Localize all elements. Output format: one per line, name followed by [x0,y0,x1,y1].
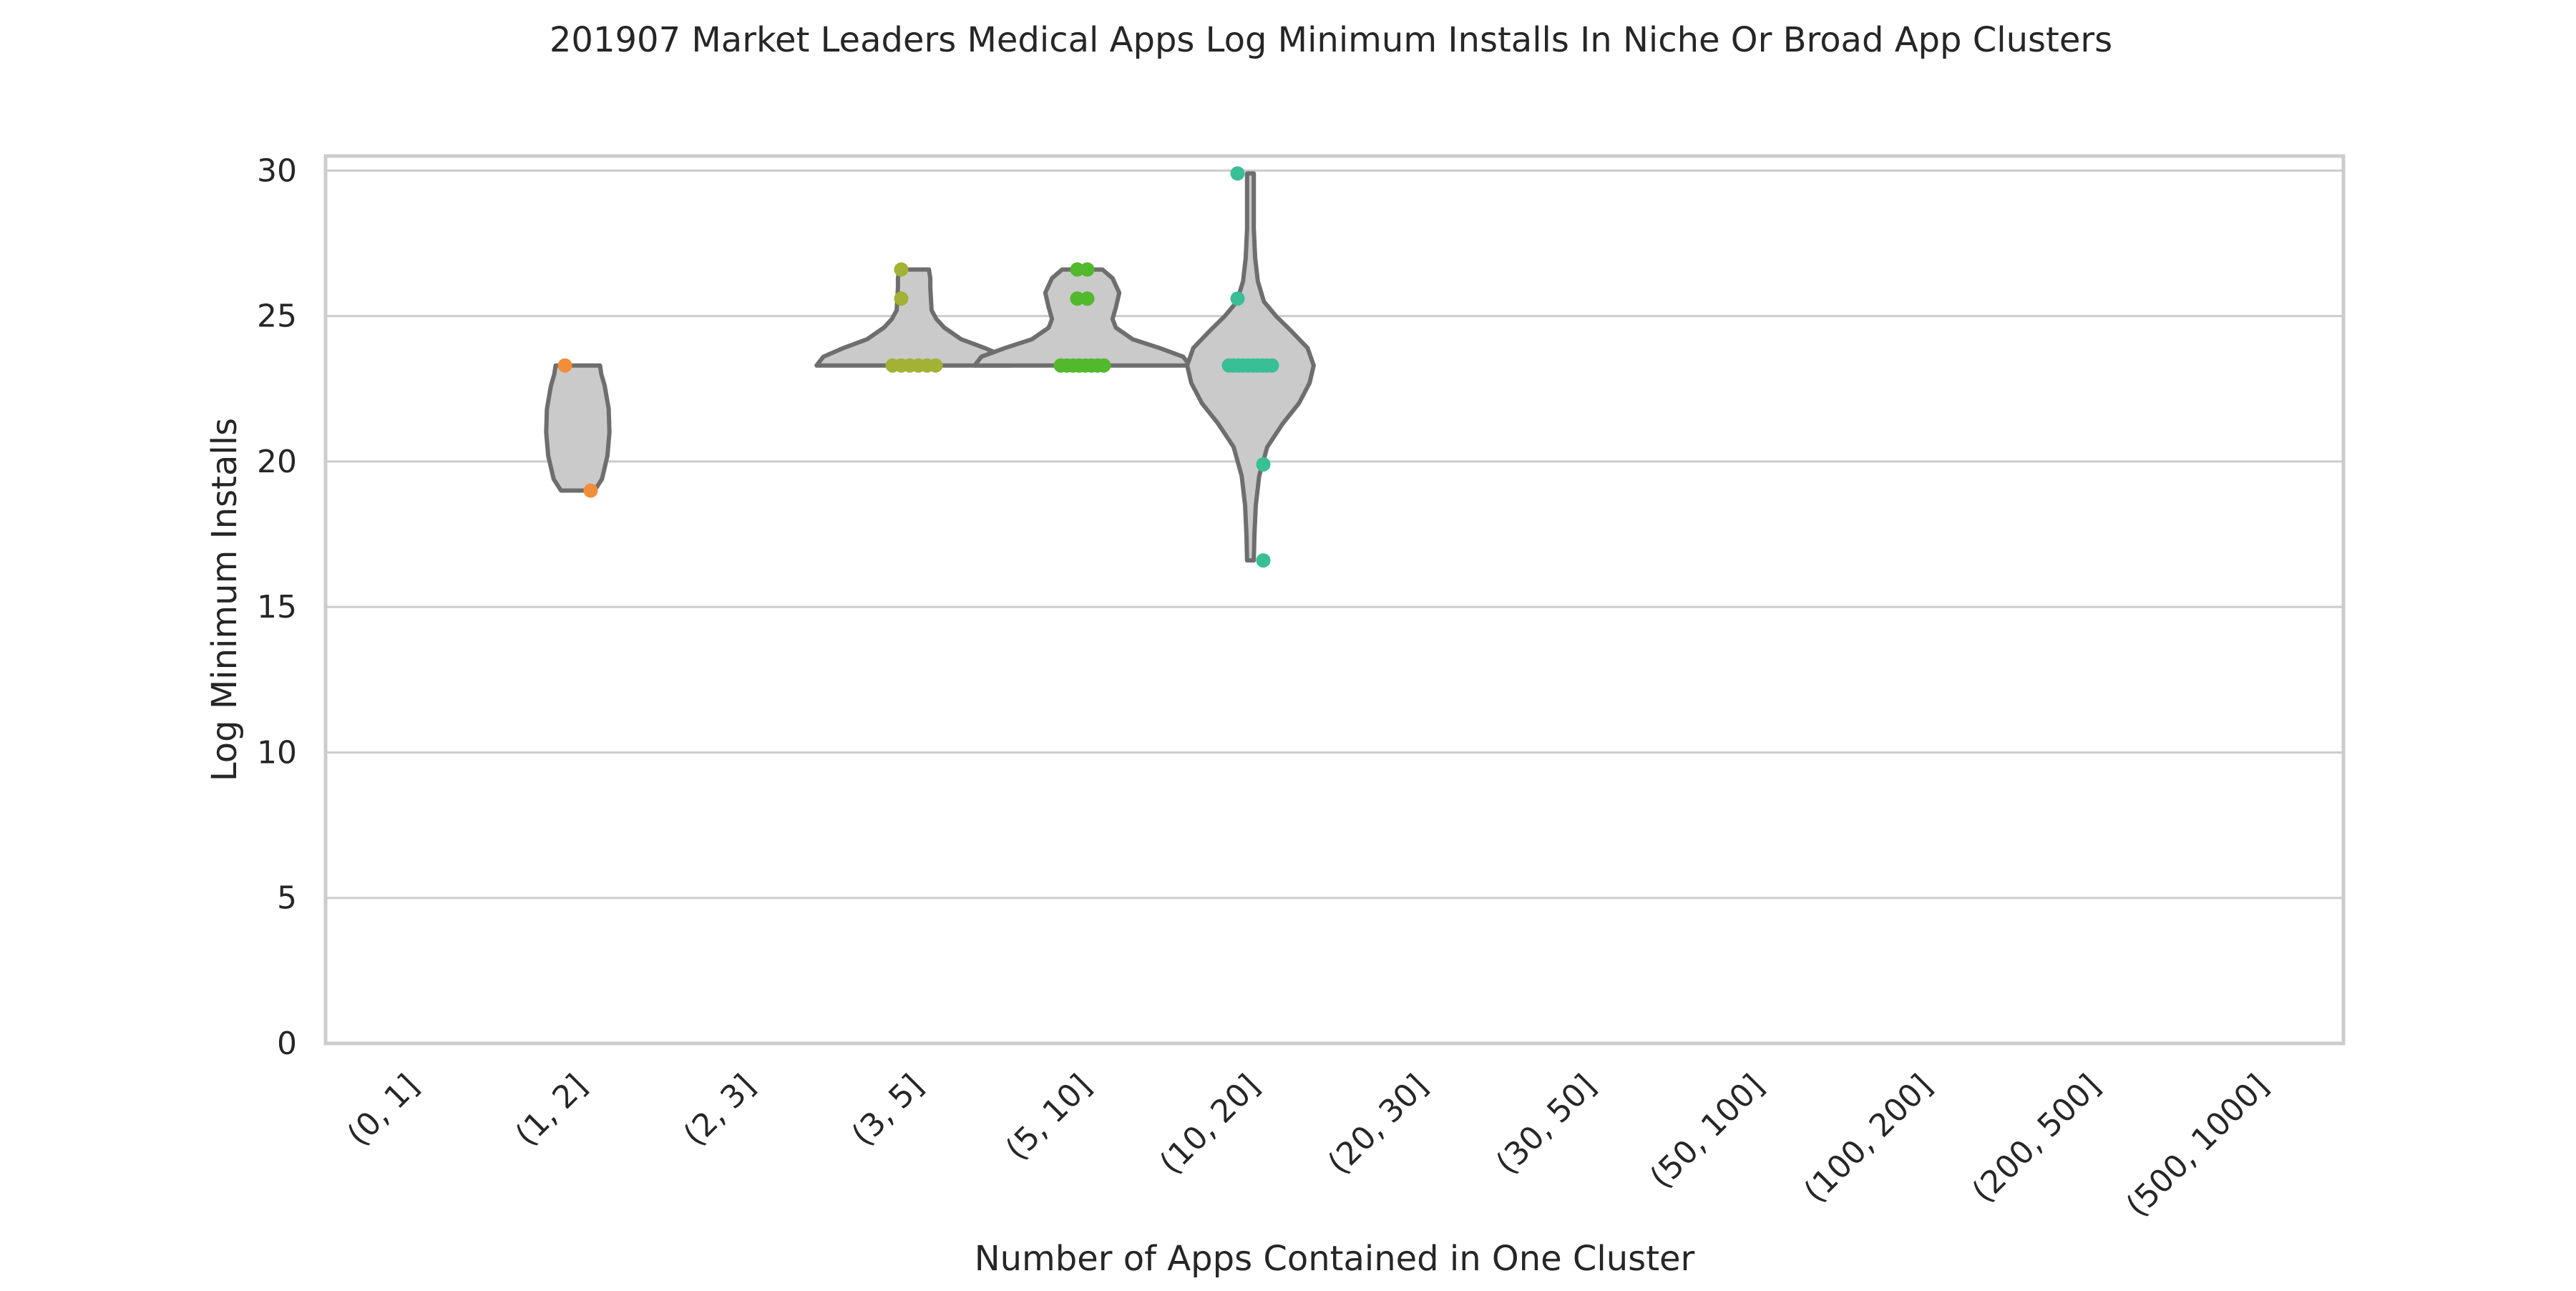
x-tick-label: (20, 30] [1321,1068,1435,1182]
x-tick-labels: (0, 1] (1, 2] (2, 3] (3, 5] (5, 10] (10, 20] (… [341,1068,2276,1224]
y-axis-label: Log Minimum Installs [205,418,245,781]
x-tick-label: (100, 200] [1797,1068,1939,1210]
violin-shape [972,267,1192,368]
data-point [1070,262,1085,277]
data-point [1230,291,1245,306]
violin-shape [814,267,1014,368]
grid-lines [326,169,2343,1045]
y-tick-label: 25 [257,298,297,335]
x-tick-label: (500, 1000] [2119,1068,2276,1224]
x-tick-label: (50, 100] [1643,1068,1771,1196]
data-point [1264,358,1279,373]
x-tick-label: (200, 500] [1965,1068,2107,1210]
data-point [1256,457,1271,472]
y-tick-label: 15 [257,589,297,625]
chart-title: 201907 Market Leaders Medical Apps Log M… [550,20,2112,60]
x-tick-label: (30, 50] [1489,1068,1603,1182]
x-tick-label: (2, 3] [677,1068,763,1154]
y-tick-label: 20 [257,444,297,480]
data-point [557,358,572,373]
x-tick-label: (1, 2] [509,1068,595,1154]
x-tick-label: (5, 10] [999,1068,1099,1168]
y-tick-labels: 0 5 10 15 20 25 30 [257,152,297,1062]
y-tick-label: 5 [277,880,297,917]
y-tick-label: 0 [277,1026,297,1062]
plot-frame [323,154,2346,1046]
data-point [583,483,598,498]
data-point [894,291,909,306]
data-point [1096,358,1111,373]
data-point [1256,553,1271,568]
data-point [928,358,943,373]
violin-shape [544,363,612,493]
y-tick-label: 10 [257,734,297,771]
x-axis-label: Number of Apps Contained in One Cluster [975,1239,1695,1279]
data-point [894,262,909,277]
x-tick-label: (3, 5] [845,1068,931,1154]
x-tick-label: (0, 1] [341,1068,426,1154]
y-tick-label: 30 [257,152,297,189]
data-point [1080,262,1095,277]
data-points [557,166,1279,568]
x-tick-label: (10, 20] [1153,1068,1267,1182]
data-point [1070,291,1085,306]
data-point [1230,166,1245,181]
data-point [1080,291,1095,306]
